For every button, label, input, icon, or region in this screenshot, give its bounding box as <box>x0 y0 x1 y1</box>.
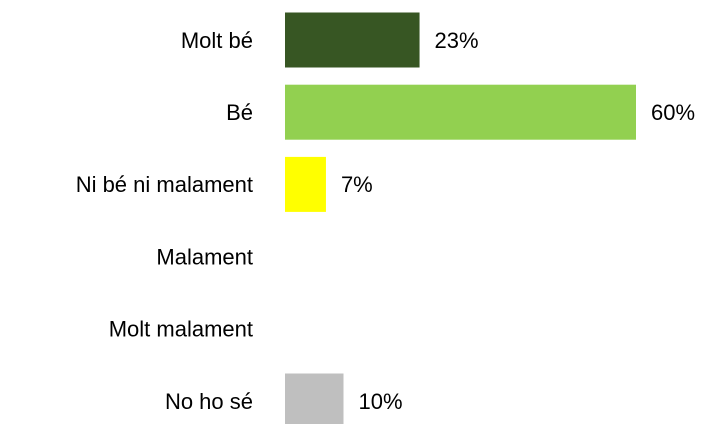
category-label: No ho sé <box>165 389 253 414</box>
category-label: Malament <box>156 244 253 269</box>
category-label: Bé <box>226 100 253 125</box>
bar <box>285 373 344 424</box>
bar <box>285 12 420 68</box>
bar <box>285 84 636 140</box>
value-label: 10% <box>359 389 403 414</box>
value-label: 60% <box>651 100 695 125</box>
value-label: 7% <box>341 172 373 197</box>
value-label: 23% <box>435 28 479 53</box>
category-label: Molt malament <box>109 317 253 342</box>
bar <box>285 156 326 212</box>
category-label: Ni bé ni malament <box>76 172 253 197</box>
category-label: Molt bé <box>181 28 253 53</box>
